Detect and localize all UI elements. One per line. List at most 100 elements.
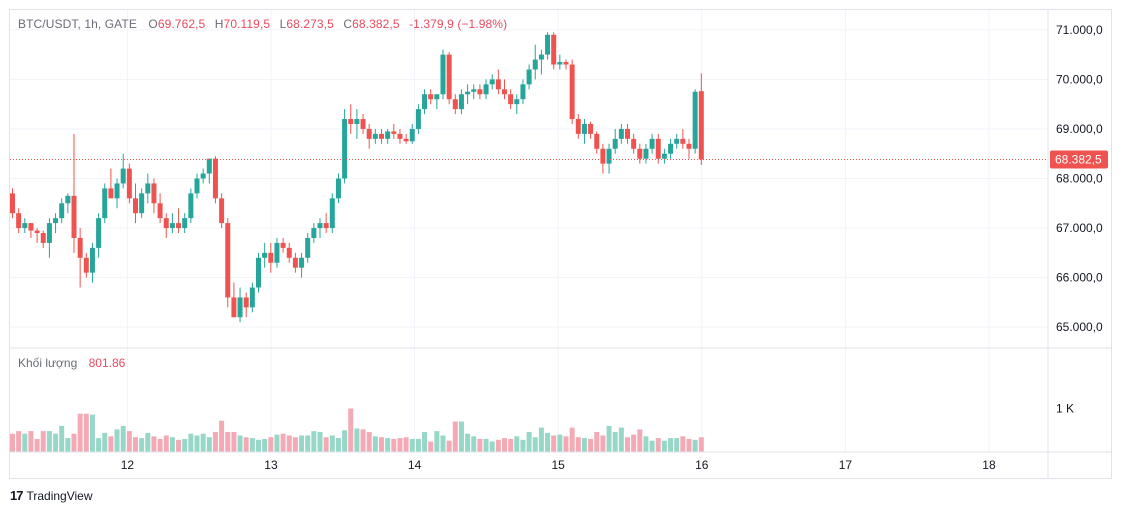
candle-body <box>458 94 464 110</box>
volume-bar <box>520 439 526 452</box>
volume-bar <box>292 437 298 452</box>
volume-bar <box>532 437 538 452</box>
price-tick-label: 70.000,0 <box>1056 72 1103 86</box>
candle <box>22 218 28 234</box>
candle-body <box>89 247 95 273</box>
candle <box>114 178 120 209</box>
volume-bar <box>34 438 40 452</box>
volume-bar <box>219 420 225 452</box>
volume-bars <box>10 408 704 452</box>
candle <box>89 242 95 283</box>
volume-bar <box>600 435 606 452</box>
volume-bar <box>10 433 15 452</box>
volume-bar <box>268 437 274 452</box>
candle-body <box>182 218 188 229</box>
tradingview-logo-icon: 17 <box>10 488 24 503</box>
volume-bar <box>163 435 169 452</box>
candle-body <box>661 153 667 159</box>
candle <box>680 128 686 149</box>
candle-body <box>440 54 446 95</box>
candle <box>483 79 489 100</box>
candle <box>508 89 514 110</box>
candle-body <box>379 133 384 139</box>
chart-frame[interactable] <box>9 9 1112 479</box>
volume-bar <box>323 437 329 452</box>
volume-bar <box>385 438 391 452</box>
candle-body <box>133 198 138 214</box>
candle <box>649 133 655 154</box>
candle <box>545 32 551 60</box>
candle <box>600 143 606 174</box>
volume-bar <box>22 433 28 452</box>
low-value: 68.273,5 <box>286 17 334 31</box>
candle <box>237 287 243 323</box>
candle-body <box>292 257 298 268</box>
volume-bar <box>471 436 477 452</box>
candle <box>379 128 384 144</box>
volume-bar <box>212 431 218 452</box>
candle-body <box>71 195 77 238</box>
volume-bar <box>53 433 59 452</box>
candle-body <box>422 94 428 110</box>
candle <box>409 123 415 144</box>
candle-body <box>594 133 600 149</box>
high-value: 70.119,5 <box>223 17 271 31</box>
candle <box>108 168 114 199</box>
volume-bar <box>551 435 557 452</box>
price-tick-label: 68.000,0 <box>1056 172 1103 186</box>
volume-bar <box>483 438 489 452</box>
volume-value: 801.86 <box>88 356 126 370</box>
tradingview-brand[interactable]: 17 TradingView <box>10 488 93 503</box>
volume-bar <box>477 438 483 452</box>
candle-body <box>477 89 483 95</box>
volume-bar <box>686 438 692 452</box>
volume-bar <box>452 421 458 452</box>
candle <box>360 114 366 134</box>
close-key: C <box>343 17 353 31</box>
volume-label[interactable]: Khối lượng <box>18 356 78 370</box>
candle <box>643 143 649 164</box>
candle <box>28 223 34 238</box>
candle <box>231 282 237 318</box>
volume-bar <box>631 434 637 452</box>
candle <box>34 228 40 243</box>
volume-bar <box>698 437 704 452</box>
candle <box>268 242 274 273</box>
symbol-label[interactable]: BTC/USDT, 1h, GATE <box>18 17 137 31</box>
candle <box>145 173 151 204</box>
volume-bar <box>120 425 126 452</box>
candle-body <box>225 223 231 298</box>
candle <box>139 188 145 219</box>
candle <box>594 131 600 154</box>
volume-bar <box>545 432 551 452</box>
volume-bar <box>71 433 77 452</box>
candle <box>452 94 458 115</box>
candle <box>465 84 471 105</box>
candle-body <box>514 99 520 105</box>
volume-bar <box>133 437 138 452</box>
candle-body <box>698 91 704 160</box>
candle <box>96 213 102 258</box>
candle <box>305 233 311 263</box>
volume-bar <box>280 433 286 452</box>
candle-body <box>40 233 46 243</box>
volume-bar <box>65 438 71 452</box>
volume-bar <box>379 437 384 452</box>
candle <box>372 128 378 144</box>
candle <box>514 94 520 115</box>
candle <box>495 69 501 95</box>
low-key: L <box>279 17 287 31</box>
candle-body <box>403 138 409 142</box>
candle-body <box>299 257 305 268</box>
volume-bar <box>618 427 624 452</box>
candle-body <box>96 218 102 248</box>
candle <box>661 148 667 164</box>
candle <box>397 128 403 144</box>
candle-body <box>557 62 563 65</box>
candle <box>520 79 526 105</box>
volume-bar <box>225 431 231 452</box>
candle-body <box>600 148 606 164</box>
candle <box>342 109 348 184</box>
volume-bar <box>625 437 630 452</box>
